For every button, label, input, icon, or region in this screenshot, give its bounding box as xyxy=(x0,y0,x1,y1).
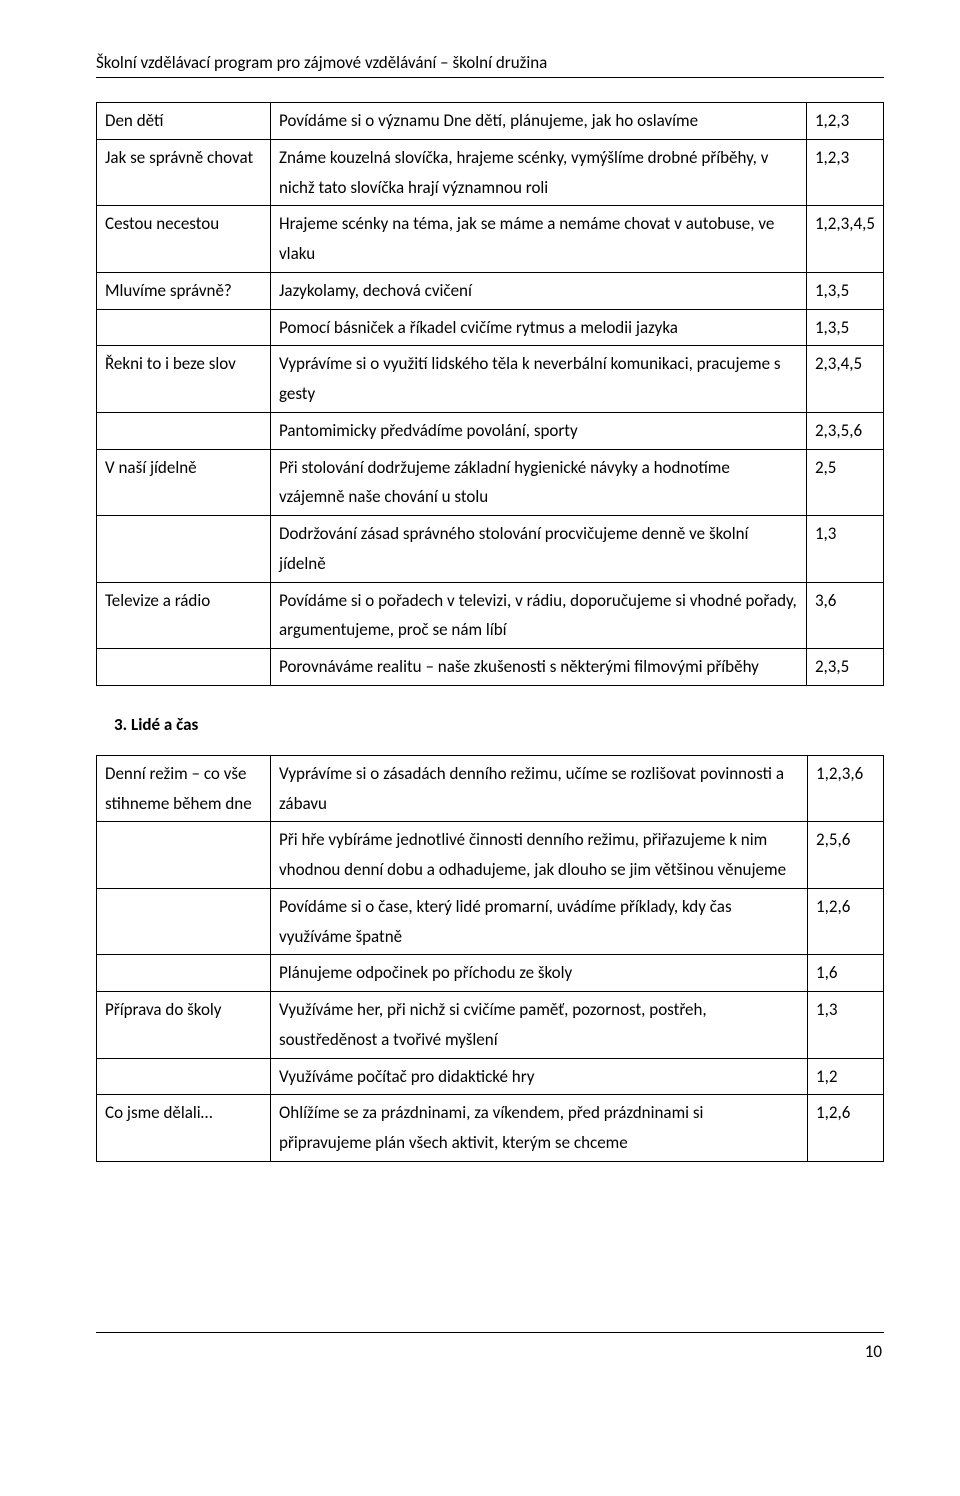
table-row: Dodržování zásad správného stolování pro… xyxy=(97,516,884,583)
table-cell: 1,2,3 xyxy=(806,103,883,140)
table-cell: Při hře vybíráme jednotlivé činnosti den… xyxy=(271,822,808,889)
table-cell xyxy=(97,412,271,449)
table-1: Den dětíPovídáme si o významu Dne dětí, … xyxy=(96,102,884,686)
table-cell: 2,5 xyxy=(806,449,883,516)
table-row: Řekni to i beze slovVyprávíme si o využi… xyxy=(97,346,884,413)
table-cell: 2,3,4,5 xyxy=(806,346,883,413)
table-cell: Jazykolamy, dechová cvičení xyxy=(271,272,807,309)
table-cell: 1,2,6 xyxy=(808,888,884,955)
table-row: Příprava do školyVyužíváme her, při nich… xyxy=(97,992,884,1059)
table-row: Jak se správně chovatZnáme kouzelná slov… xyxy=(97,139,884,206)
table-cell: 1,3,5 xyxy=(806,272,883,309)
table-cell: Povídáme si o významu Dne dětí, plánujem… xyxy=(271,103,807,140)
table-row: Cestou necestouHrajeme scénky na téma, j… xyxy=(97,206,884,273)
table-cell: Povídáme si o pořadech v televizi, v rád… xyxy=(271,582,807,649)
table-cell: 1,3 xyxy=(808,992,884,1059)
table-row: Využíváme počítač pro didaktické hry1,2 xyxy=(97,1058,884,1095)
table-cell: Ohlížíme se za prázdninami, za víkendem,… xyxy=(271,1095,808,1162)
table-cell: Cestou necestou xyxy=(97,206,271,273)
table-cell: Při stolování dodržujeme základní hygien… xyxy=(271,449,807,516)
table-cell: 1,2,3 xyxy=(806,139,883,206)
table-row: Mluvíme správně?Jazykolamy, dechová cvič… xyxy=(97,272,884,309)
table-cell: 1,2,6 xyxy=(808,1095,884,1162)
table-cell: Plánujeme odpočinek po příchodu ze školy xyxy=(271,955,808,992)
table-cell: 1,2 xyxy=(808,1058,884,1095)
table-cell: Den dětí xyxy=(97,103,271,140)
table-cell: 1,3 xyxy=(806,516,883,583)
section-heading: 3. Lidé a čas xyxy=(96,714,884,735)
table-row: Den dětíPovídáme si o významu Dne dětí, … xyxy=(97,103,884,140)
table-cell: Povídáme si o čase, který lidé promarní,… xyxy=(271,888,808,955)
table-cell: Porovnáváme realitu – naše zkušenosti s … xyxy=(271,649,807,686)
table-cell: Využíváme počítač pro didaktické hry xyxy=(271,1058,808,1095)
table-2: Denní režim – co vše stihneme během dneV… xyxy=(96,755,884,1162)
table-cell: Jak se správně chovat xyxy=(97,139,271,206)
table-cell: 3,6 xyxy=(806,582,883,649)
table-cell: Vyprávíme si o využití lidského těla k n… xyxy=(271,346,807,413)
table-cell xyxy=(97,649,271,686)
table-row: Při hře vybíráme jednotlivé činnosti den… xyxy=(97,822,884,889)
table-cell: 1,3,5 xyxy=(806,309,883,346)
table-cell: Pomocí básniček a říkadel cvičíme rytmus… xyxy=(271,309,807,346)
table-cell: Využíváme her, při nichž si cvičíme pamě… xyxy=(271,992,808,1059)
footer-divider xyxy=(96,1332,884,1333)
table-cell: Příprava do školy xyxy=(97,992,271,1059)
table-cell: Vyprávíme si o zásadách denního režimu, … xyxy=(271,755,808,822)
table-cell: Televize a rádio xyxy=(97,582,271,649)
table-row: Televize a rádioPovídáme si o pořadech v… xyxy=(97,582,884,649)
table-cell: 1,2,3,6 xyxy=(808,755,884,822)
table-cell xyxy=(97,1058,271,1095)
table-row: Pantomimicky předvádíme povolání, sporty… xyxy=(97,412,884,449)
table-cell: Pantomimicky předvádíme povolání, sporty xyxy=(271,412,807,449)
table-cell xyxy=(97,955,271,992)
table-row: Povídáme si o čase, který lidé promarní,… xyxy=(97,888,884,955)
table-cell: Denní režim – co vše stihneme během dne xyxy=(97,755,271,822)
table-cell: Mluvíme správně? xyxy=(97,272,271,309)
table-cell xyxy=(97,822,271,889)
table-row: Plánujeme odpočinek po příchodu ze školy… xyxy=(97,955,884,992)
table-cell: Známe kouzelná slovíčka, hrajeme scénky,… xyxy=(271,139,807,206)
table-cell: Dodržování zásad správného stolování pro… xyxy=(271,516,807,583)
table-cell: Co jsme dělali… xyxy=(97,1095,271,1162)
table-cell xyxy=(97,888,271,955)
table-cell xyxy=(97,516,271,583)
page-number: 10 xyxy=(96,1341,884,1362)
table-cell: 2,3,5 xyxy=(806,649,883,686)
table-cell: Řekni to i beze slov xyxy=(97,346,271,413)
table-row: V naší jídelněPři stolování dodržujeme z… xyxy=(97,449,884,516)
table-row: Porovnáváme realitu – naše zkušenosti s … xyxy=(97,649,884,686)
table-cell: Hrajeme scénky na téma, jak se máme a ne… xyxy=(271,206,807,273)
table-row: Denní režim – co vše stihneme během dneV… xyxy=(97,755,884,822)
table-cell: 1,6 xyxy=(808,955,884,992)
table-cell: V naší jídelně xyxy=(97,449,271,516)
page-header: Školní vzdělávací program pro zájmové vz… xyxy=(96,52,884,78)
table-cell: 2,3,5,6 xyxy=(806,412,883,449)
table-cell: 1,2,3,4,5 xyxy=(806,206,883,273)
table-cell xyxy=(97,309,271,346)
table-row: Pomocí básniček a říkadel cvičíme rytmus… xyxy=(97,309,884,346)
table-cell: 2,5,6 xyxy=(808,822,884,889)
table-row: Co jsme dělali…Ohlížíme se za prázdninam… xyxy=(97,1095,884,1162)
